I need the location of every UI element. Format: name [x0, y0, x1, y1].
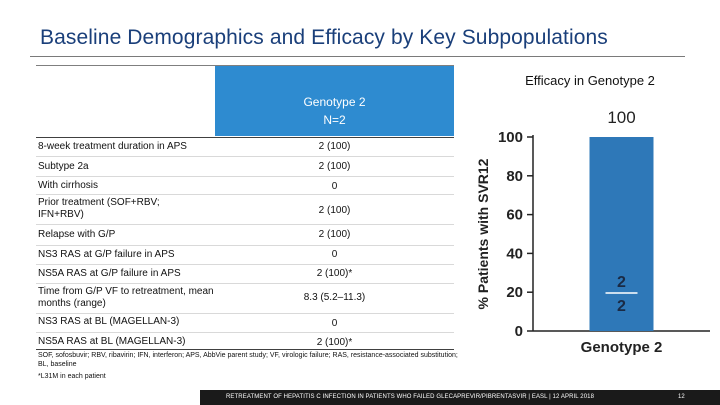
table-row-divider [36, 245, 454, 246]
table-row-value: 2 (100) [318, 205, 351, 216]
table-row-divider [36, 156, 454, 157]
footer-text: RETREATMENT OF HEPATITIS C INFECTION IN … [226, 394, 595, 400]
table-row-divider [36, 264, 454, 265]
table-row-value: 2 (100) [318, 229, 351, 240]
table-row-divider [36, 194, 454, 195]
table-row-label: 8-week treatment duration in APS [38, 141, 187, 152]
table-row-value: 2 (100) [318, 141, 351, 152]
bar-value-label: 100 [607, 108, 635, 127]
table-row-divider [36, 224, 454, 225]
table-row-label: Relapse with G/P [38, 229, 116, 240]
table-row-label: NS3 RAS at G/P failure in APS [38, 249, 175, 260]
table-header-rule [36, 137, 454, 138]
efficacy-bar-chart: % Patients with SVR12 0 20 40 60 80 100 100 2 2 Ge… [475, 108, 710, 356]
slide-title: Baseline Demographics and Efficacy by Ke… [40, 26, 608, 49]
fraction-denominator: 2 [617, 298, 626, 315]
footnote-asterisk: *L31M in each patient [38, 373, 106, 380]
table-row-label: NS3 RAS at BL (MAGELLAN-3) [38, 316, 180, 327]
table-bottom-rule [36, 349, 454, 350]
table-row-value: 2 (100)* [316, 337, 353, 348]
title-divider [30, 56, 685, 57]
y-tick-label: 80 [506, 168, 523, 185]
table-row-divider [36, 176, 454, 177]
table-row-label: Subtype 2a [38, 161, 89, 172]
footnote-abbreviations: SOF, sofosbuvir; RBV, ribavirin; IFN, in… [38, 352, 458, 368]
table-row-label: Time from G/P VF to retreatment, mean mo… [38, 286, 214, 309]
table-row-value: 0 [331, 181, 338, 192]
y-tick-label: 0 [515, 323, 523, 340]
table-top-rule [36, 65, 454, 66]
table-row-value: 2 (100)* [316, 268, 353, 279]
y-tick-label: 20 [506, 284, 523, 301]
table-column-header: Genotype 2 N=2 [215, 66, 454, 136]
table-row-value: 0 [331, 249, 338, 260]
fraction-numerator: 2 [617, 274, 626, 291]
y-axis-title: % Patients with SVR12 [475, 158, 491, 309]
table-row-divider [36, 313, 454, 314]
y-tick-label: 40 [506, 245, 523, 262]
y-tick-label: 100 [498, 129, 523, 146]
table-row-value: 0 [331, 318, 338, 329]
x-category-label: Genotype 2 [581, 339, 663, 356]
table-row-value: 2 (100) [318, 161, 351, 172]
column-header-n: N=2 [323, 113, 346, 127]
table-row-label: NS5A RAS at BL (MAGELLAN-3) [38, 336, 186, 347]
table-row-value: 8.3 (5.2–11.3) [303, 292, 366, 303]
page-number: 12 [678, 394, 685, 400]
chart-title: Efficacy in Genotype 2 [525, 73, 655, 88]
y-tick-label: 60 [506, 207, 523, 224]
table-row-label: NS5A RAS at G/P failure in APS [38, 268, 181, 279]
table-row-label: Prior treatment (SOF+RBV; IFN+RBV) [38, 197, 160, 220]
column-header-genotype: Genotype 2 [303, 95, 366, 109]
bar-genotype-2 [589, 137, 654, 331]
table-row-divider [36, 283, 454, 284]
table-row-label: With cirrhosis [38, 180, 99, 191]
table-row-divider [36, 332, 454, 333]
footer-bar [200, 390, 720, 405]
